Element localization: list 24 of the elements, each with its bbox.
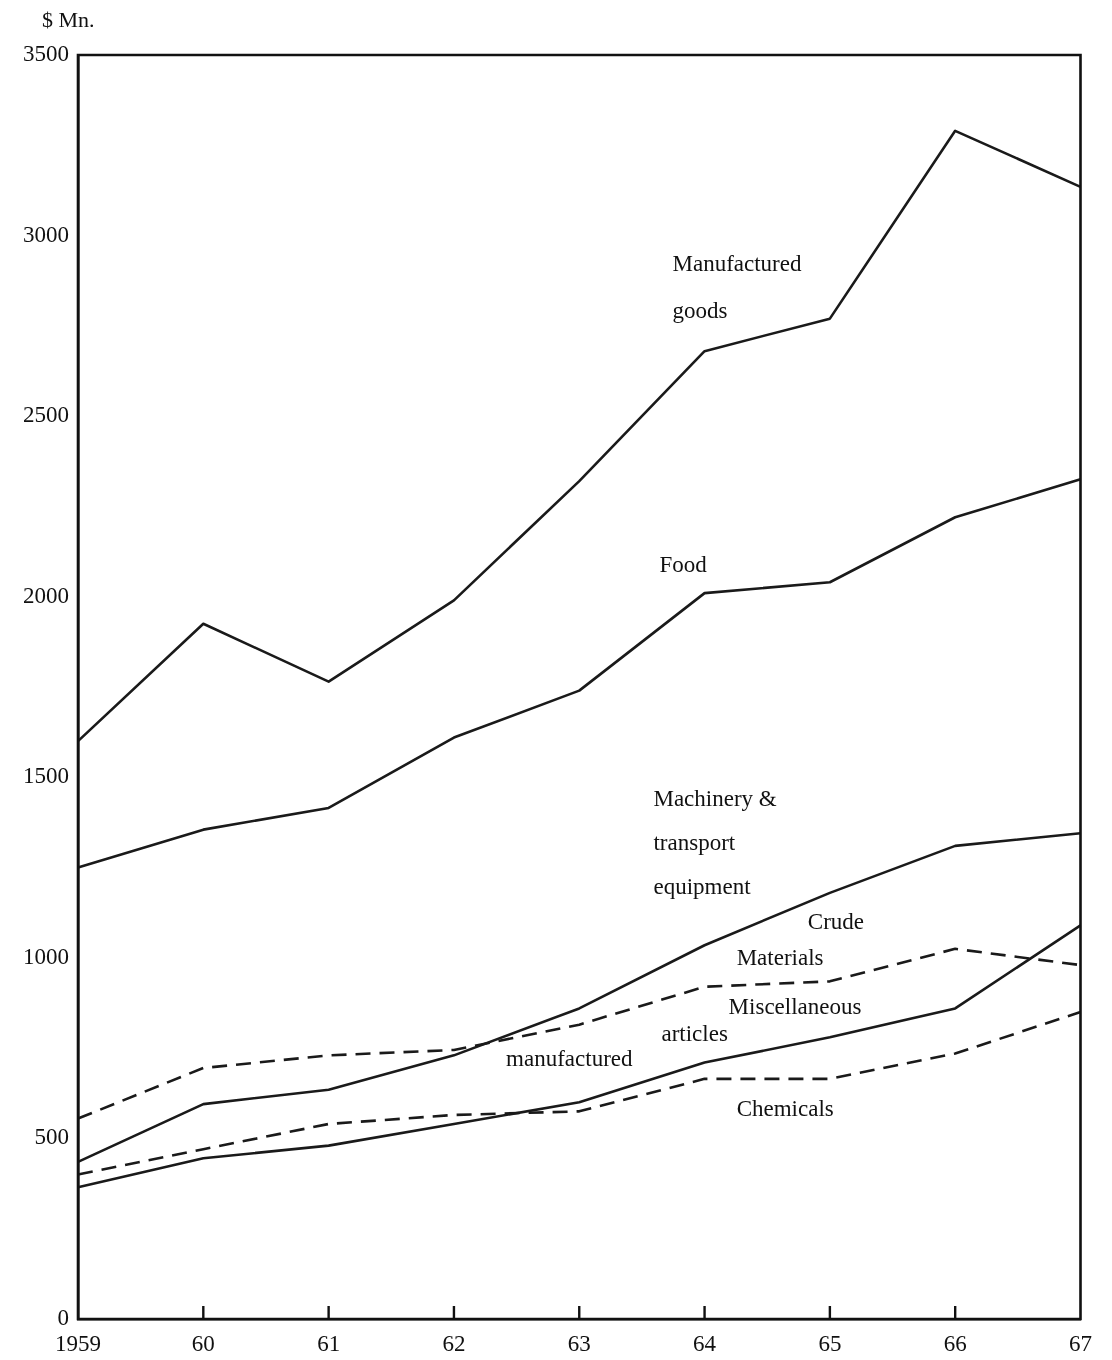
y-tick-label: 2500 — [23, 402, 69, 428]
series-label: Crude Materials — [736, 909, 865, 970]
x-tick-label: 66 — [943, 1330, 967, 1356]
y-axis-title: $ Mn. — [42, 6, 95, 32]
x-tick-label: 64 — [693, 1330, 717, 1356]
text: Miscellaneous articles manufactured — [506, 994, 862, 1071]
x-tick-label: 61 — [317, 1330, 341, 1356]
y-tick-label: 3500 — [23, 41, 69, 67]
y-tick-label: 3000 — [23, 221, 69, 247]
x-tick-label: 67 — [1069, 1330, 1092, 1356]
series-label: Chemicals — [736, 1096, 834, 1122]
y-tick-label: 0 — [57, 1305, 69, 1331]
x-tick-label: 1959 — [55, 1330, 101, 1356]
series-label: Machinery & transport equipment — [653, 785, 777, 900]
series-label: Food — [659, 551, 708, 577]
y-tick-label: 500 — [34, 1124, 69, 1150]
x-tick-label: 63 — [567, 1330, 591, 1356]
series-label: Manufactured goods — [672, 250, 802, 323]
x-tick-label: 62 — [442, 1330, 466, 1356]
y-tick-label: 2000 — [23, 582, 69, 608]
x-tick-label: 65 — [818, 1330, 842, 1356]
x-tick-label: 60 — [191, 1330, 215, 1356]
y-tick-label: 1000 — [23, 943, 69, 969]
y-tick-label: 1500 — [23, 763, 69, 789]
